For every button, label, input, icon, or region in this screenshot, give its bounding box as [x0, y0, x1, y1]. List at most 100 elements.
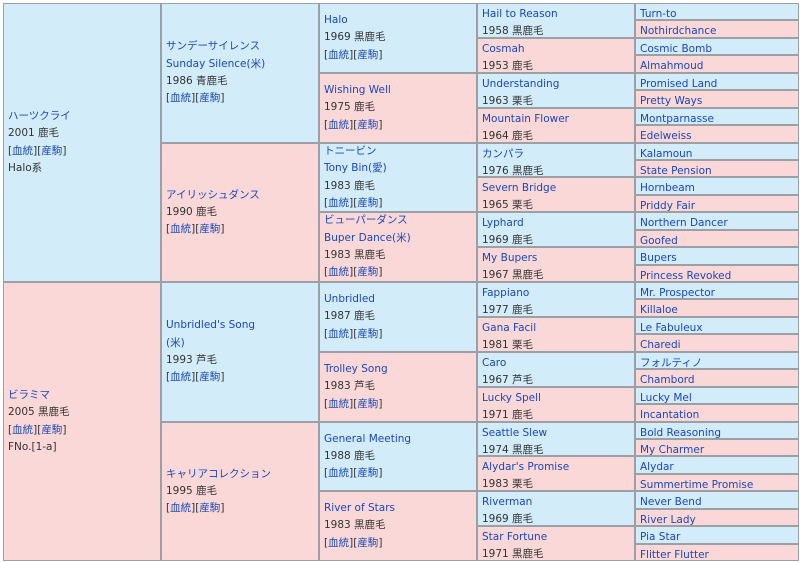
g3-5-pedigree-link[interactable]: 血統 — [328, 397, 350, 410]
g2-0-foal-link[interactable]: 産駒 — [199, 92, 221, 105]
g3-3-foal-link[interactable]: 産駒 — [357, 266, 379, 279]
horse-name[interactable]: サンデーサイレンス — [166, 40, 261, 53]
bracket: [ — [324, 266, 329, 279]
horse-name[interactable]: Killaloe — [640, 304, 678, 316]
g1-1-pedigree-link[interactable]: 血統 — [12, 423, 34, 436]
horse-name[interactable]: Bupers — [640, 252, 677, 264]
horse-name[interactable]: Wishing Well — [324, 84, 391, 97]
g3-6-foal-link[interactable]: 産駒 — [357, 467, 379, 480]
horse-name[interactable]: キャリアコレクション — [166, 467, 271, 480]
horse-name[interactable]: Hail to Reason — [482, 8, 558, 20]
horse-name[interactable]: ビラミマ — [8, 388, 50, 401]
g3-7-foal-link[interactable]: 産駒 — [357, 536, 379, 549]
horse-name[interactable]: My Charmer — [640, 444, 705, 456]
horse-name[interactable]: State Pension — [640, 165, 712, 177]
horse-cell-g4-14: Riverman 1969 鹿毛 — [477, 491, 635, 526]
horse-name[interactable]: Almahmoud — [640, 60, 704, 72]
horse-name-en[interactable]: Tony Bin(愛) — [324, 162, 387, 175]
horse-name[interactable]: Trolley Song — [324, 363, 388, 376]
g3-3-pedigree-link[interactable]: 血統 — [328, 266, 350, 279]
horse-name[interactable]: Promised Land — [640, 78, 718, 90]
horse-name[interactable]: Mountain Flower — [482, 113, 569, 125]
g1-0-foal-link[interactable]: 産駒 — [41, 144, 63, 157]
horse-name-en[interactable]: (米) — [166, 336, 185, 349]
g2-2-foal-link[interactable]: 産駒 — [199, 371, 221, 384]
horse-name[interactable]: Lucky Spell — [482, 392, 541, 404]
horse-name[interactable]: Princess Revoked — [640, 270, 732, 282]
horse-name[interactable]: Unbridled — [324, 293, 375, 306]
g2-0-pedigree-link[interactable]: 血統 — [170, 92, 192, 105]
horse-name[interactable]: トニービン — [324, 144, 377, 157]
horse-name[interactable]: Priddy Fair — [640, 200, 696, 212]
horse-name[interactable]: Montparnasse — [640, 113, 714, 125]
horse-name[interactable]: Summertime Promise — [640, 479, 754, 491]
horse-name[interactable]: Kalamoun — [640, 148, 693, 160]
horse-name[interactable]: Nothirdchance — [640, 25, 717, 37]
horse-name[interactable]: カンパラ — [482, 148, 524, 160]
g3-1-pedigree-link[interactable]: 血統 — [328, 118, 350, 131]
g3-0-foal-link[interactable]: 産駒 — [357, 48, 379, 61]
horse-name[interactable]: Charedi — [640, 339, 681, 351]
horse-name[interactable]: Goofed — [640, 235, 678, 247]
horse-name[interactable]: Edelweiss — [640, 130, 692, 142]
g3-7-pedigree-link[interactable]: 血統 — [328, 536, 350, 549]
horse-name[interactable]: River Lady — [640, 514, 696, 526]
horse-name[interactable]: Chambord — [640, 374, 695, 386]
pedigree-links: [血統][産駒] — [8, 422, 156, 439]
g3-0-pedigree-link[interactable]: 血統 — [328, 48, 350, 61]
horse-name[interactable]: Riverman — [482, 496, 533, 508]
horse-name[interactable]: River of Stars — [324, 502, 396, 515]
horse-name[interactable]: Turn-to — [640, 8, 677, 20]
horse-name-en[interactable]: Buper Dance(米) — [324, 231, 411, 244]
horse-name[interactable]: ビューパーダンス — [324, 214, 408, 227]
horse-name[interactable]: Flitter Flutter — [640, 549, 709, 561]
horse-name[interactable]: フォルティノ — [640, 357, 703, 369]
g2-2-pedigree-link[interactable]: 血統 — [170, 371, 192, 384]
g3-6-pedigree-link[interactable]: 血統 — [328, 467, 350, 480]
horse-name[interactable]: Lyphard — [482, 217, 524, 229]
horse-name[interactable]: Bold Reasoning — [640, 427, 722, 439]
g3-5-foal-link[interactable]: 産駒 — [357, 397, 379, 410]
horse-name[interactable]: Northern Dancer — [640, 217, 728, 229]
g3-2-pedigree-link[interactable]: 血統 — [328, 196, 350, 209]
horse-name[interactable]: Caro — [482, 357, 507, 369]
horse-name[interactable]: Cosmah — [482, 43, 525, 55]
horse-name[interactable]: My Bupers — [482, 252, 538, 264]
horse-name[interactable]: Hornbeam — [640, 182, 695, 194]
horse-name[interactable]: Seattle Slew — [482, 427, 548, 439]
g1-0-pedigree-link[interactable]: 血統 — [12, 144, 34, 157]
horse-name[interactable]: Incantation — [640, 409, 700, 421]
horse-name[interactable]: Alydar's Promise — [482, 461, 570, 473]
horse-name[interactable]: アイリッシュダンス — [166, 188, 260, 201]
horse-name[interactable]: Cosmic Bomb — [640, 43, 713, 55]
g2-1-pedigree-link[interactable]: 血統 — [170, 223, 192, 236]
g3-2-foal-link[interactable]: 産駒 — [357, 196, 379, 209]
g1-1-foal-link[interactable]: 産駒 — [41, 423, 63, 436]
horse-name[interactable]: Lucky Mel — [640, 392, 692, 404]
horse-name[interactable]: Pia Star — [640, 531, 681, 543]
g2-1-foal-link[interactable]: 産駒 — [199, 223, 221, 236]
horse-cell-g3-6: General Meeting 1988 鹿毛 [血統][産駒] — [319, 422, 477, 491]
g3-4-foal-link[interactable]: 産駒 — [357, 327, 379, 340]
g3-1-foal-link[interactable]: 産駒 — [357, 118, 379, 131]
horse-name[interactable]: Never Bend — [640, 496, 702, 508]
horse-name[interactable]: Unbridled's Song — [166, 319, 256, 332]
g2-3-foal-link[interactable]: 産駒 — [199, 502, 221, 515]
horse-name[interactable]: General Meeting — [324, 432, 412, 445]
horse-name[interactable]: Halo — [324, 14, 348, 27]
horse-name[interactable]: Star Fortune — [482, 531, 548, 543]
birth-and-color: 1965 栗毛 — [482, 199, 534, 212]
horse-name[interactable]: Gana Facil — [482, 322, 537, 334]
horse-name-en[interactable]: Sunday Silence(米) — [166, 57, 266, 70]
g2-3-pedigree-link[interactable]: 血統 — [170, 502, 192, 515]
horse-name[interactable]: ハーツクライ — [8, 109, 71, 122]
horse-name[interactable]: Severn Bridge — [482, 182, 557, 194]
horse-name[interactable]: Alydar — [640, 461, 674, 473]
horse-name[interactable]: Mr. Prospector — [640, 287, 715, 299]
horse-name[interactable]: Le Fabuleux — [640, 322, 703, 334]
horse-name[interactable]: Fappiano — [482, 287, 530, 299]
pedigree-links: [血統][産駒] — [166, 369, 314, 386]
g3-4-pedigree-link[interactable]: 血統 — [328, 327, 350, 340]
horse-name[interactable]: Understanding — [482, 78, 560, 90]
horse-name[interactable]: Pretty Ways — [640, 95, 703, 107]
